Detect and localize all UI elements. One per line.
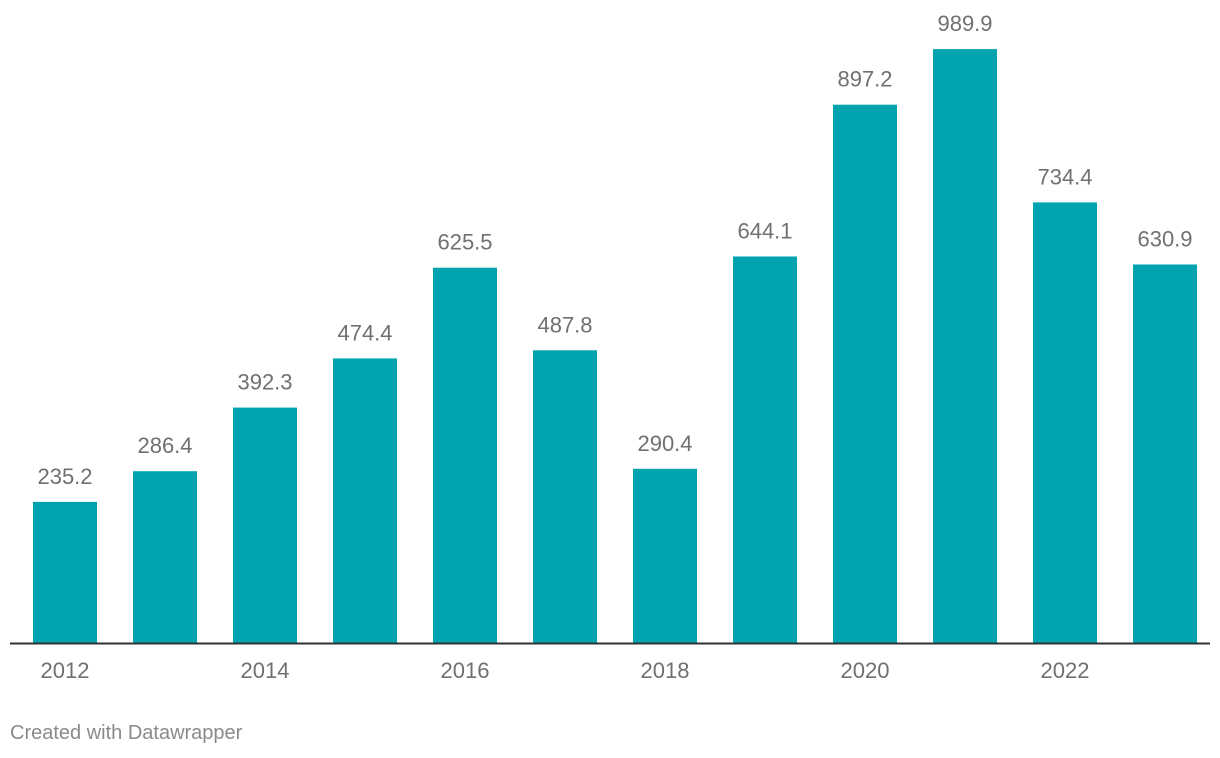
x-tick-labels-group: 2012 2014 2016 2018 2020 2022 <box>41 658 1090 683</box>
value-label-2018: 290.4 <box>637 431 692 456</box>
value-label-2016: 625.5 <box>437 230 492 255</box>
value-label-2022: 734.4 <box>1037 164 1092 189</box>
value-label-2023: 630.9 <box>1137 227 1192 252</box>
bar-2015 <box>333 358 397 643</box>
bar-2021 <box>933 49 997 644</box>
bar-2012 <box>33 501 97 643</box>
value-labels-group: 235.2 286.4 392.3 474.4 625.5 487.8 290.4 644.1… <box>37 11 1192 489</box>
bars-group <box>33 49 1197 644</box>
bar-2020 <box>833 104 897 643</box>
value-label-2014: 392.3 <box>237 370 292 395</box>
bar-2016 <box>433 267 497 643</box>
x-tick-label-2016: 2016 <box>441 658 490 683</box>
value-label-2017: 487.8 <box>537 312 592 337</box>
value-label-2019: 644.1 <box>737 219 792 244</box>
x-tick-label-2012: 2012 <box>41 658 90 683</box>
value-label-2013: 286.4 <box>137 433 192 458</box>
bar-2013 <box>133 471 197 643</box>
x-tick-label-2018: 2018 <box>641 658 690 683</box>
bar-2019 <box>733 256 797 643</box>
bar-chart: 235.2 286.4 392.3 474.4 625.5 487.8 290.4 644.1… <box>10 11 1210 683</box>
bar-2023 <box>1133 264 1197 643</box>
x-tick-label-2022: 2022 <box>1041 658 1090 683</box>
datawrapper-credit: Created with Datawrapper <box>10 722 243 744</box>
value-label-2020: 897.2 <box>837 67 892 92</box>
x-tick-label-2020: 2020 <box>841 658 890 683</box>
bar-2014 <box>233 407 297 643</box>
bar-2022 <box>1033 202 1097 643</box>
value-label-2012: 235.2 <box>37 464 92 489</box>
value-label-2021: 989.9 <box>937 11 992 36</box>
value-label-2015: 474.4 <box>337 320 392 345</box>
bar-2017 <box>533 350 597 643</box>
bar-2018 <box>633 468 697 643</box>
x-tick-label-2014: 2014 <box>241 658 290 683</box>
